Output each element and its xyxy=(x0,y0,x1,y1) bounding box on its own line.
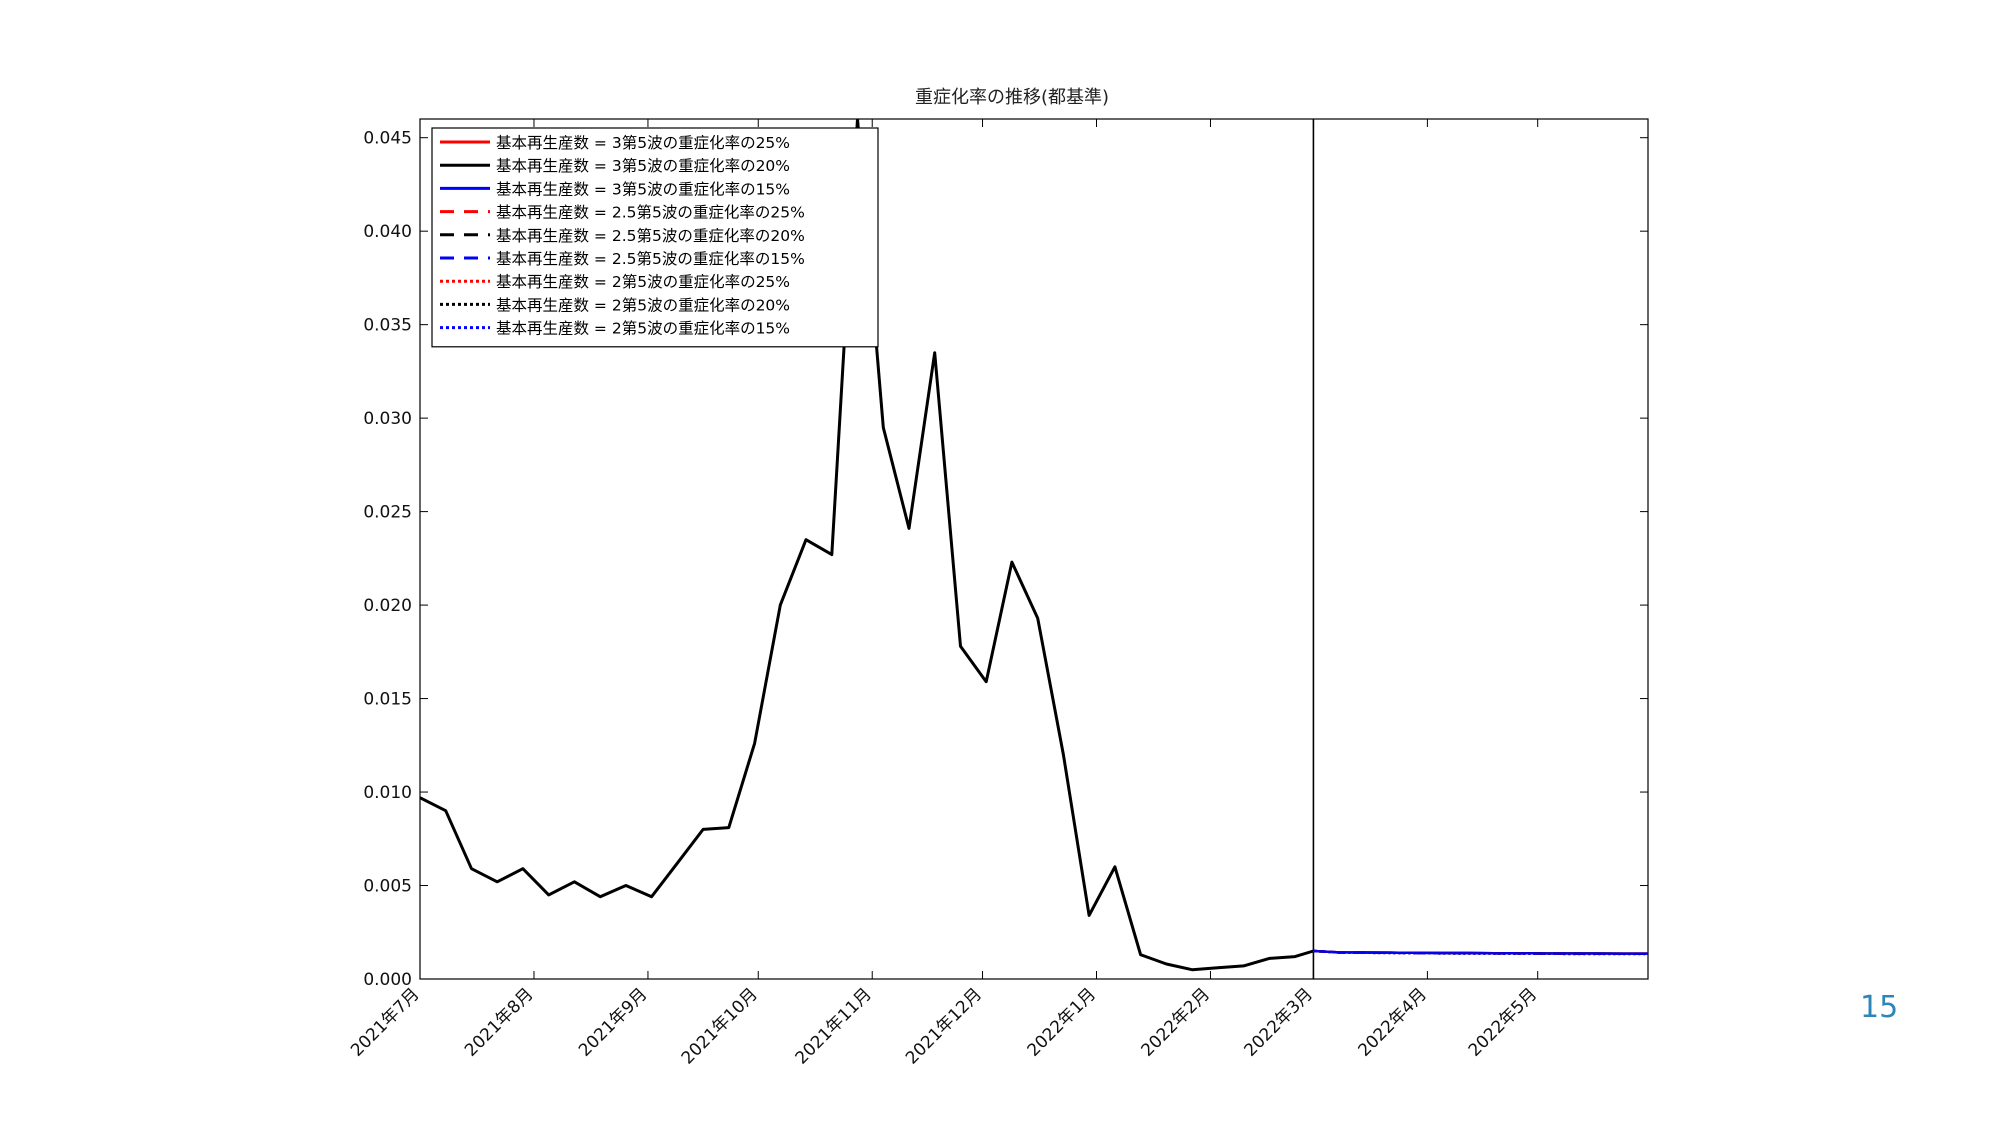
y-tick-label: 0.035 xyxy=(363,316,412,336)
y-tick-label: 0.025 xyxy=(363,503,412,523)
legend-entry: 基本再生産数 = 3第5波の重症化率の20% xyxy=(496,157,790,175)
x-tick-label: 2021年7月 xyxy=(347,984,423,1060)
y-tick-label: 0.015 xyxy=(363,690,412,710)
y-tick-label: 0.010 xyxy=(363,783,412,803)
legend: 基本再生産数 = 3第5波の重症化率の25% 基本再生産数 = 3第5波の重症化率… xyxy=(431,127,879,348)
legend-entry: 基本再生産数 = 2.5第5波の重症化率の20% xyxy=(496,227,805,245)
legend-entry: 基本再生産数 = 2.5第5波の重症化率の25% xyxy=(496,204,805,222)
legend-box xyxy=(431,127,879,348)
x-tick-label: 2022年1月 xyxy=(1024,984,1100,1060)
legend-entry: 基本再生産数 = 3第5波の重症化率の25% xyxy=(496,134,790,152)
x-tick-label: 2022年5月 xyxy=(1465,984,1541,1060)
x-tick-label: 2022年2月 xyxy=(1138,984,1214,1060)
x-tick-label: 2021年12月 xyxy=(902,984,986,1068)
y-tick-label: 0.030 xyxy=(363,409,412,429)
y-tick-label: 0.000 xyxy=(363,970,412,990)
legend-entry: 基本再生産数 = 2.5第5波の重症化率の15% xyxy=(496,250,805,268)
x-tick-label: 2021年11月 xyxy=(792,984,876,1068)
projection-line-6 xyxy=(1313,949,1648,955)
legend-entry: 基本再生産数 = 2第5波の重症化率の20% xyxy=(496,296,790,314)
x-tick-label: 2021年10月 xyxy=(678,984,762,1068)
x-tick-label: 2021年9月 xyxy=(575,984,651,1060)
plot-frame xyxy=(419,118,1649,980)
y-tick-label: 0.020 xyxy=(363,596,412,616)
y-tick-label: 0.005 xyxy=(363,877,412,897)
chart-title: 重症化率の推移(都基準) xyxy=(915,87,1109,108)
x-tick-label: 2022年3月 xyxy=(1241,984,1317,1060)
x-tick-label: 2022年4月 xyxy=(1355,984,1431,1060)
legend-entry: 基本再生産数 = 2第5波の重症化率の25% xyxy=(496,273,790,291)
y-tick-label: 0.045 xyxy=(363,129,412,149)
page-number: 15 xyxy=(1860,990,1899,1025)
projection-line-9 xyxy=(1313,949,1648,956)
x-tick-label: 2021年8月 xyxy=(461,984,537,1060)
legend-entry: 基本再生産数 = 3第5波の重症化率の15% xyxy=(496,180,790,198)
legend-entry: 基本再生産数 = 2第5波の重症化率の15% xyxy=(496,320,790,338)
y-tick-label: 0.040 xyxy=(363,222,412,242)
